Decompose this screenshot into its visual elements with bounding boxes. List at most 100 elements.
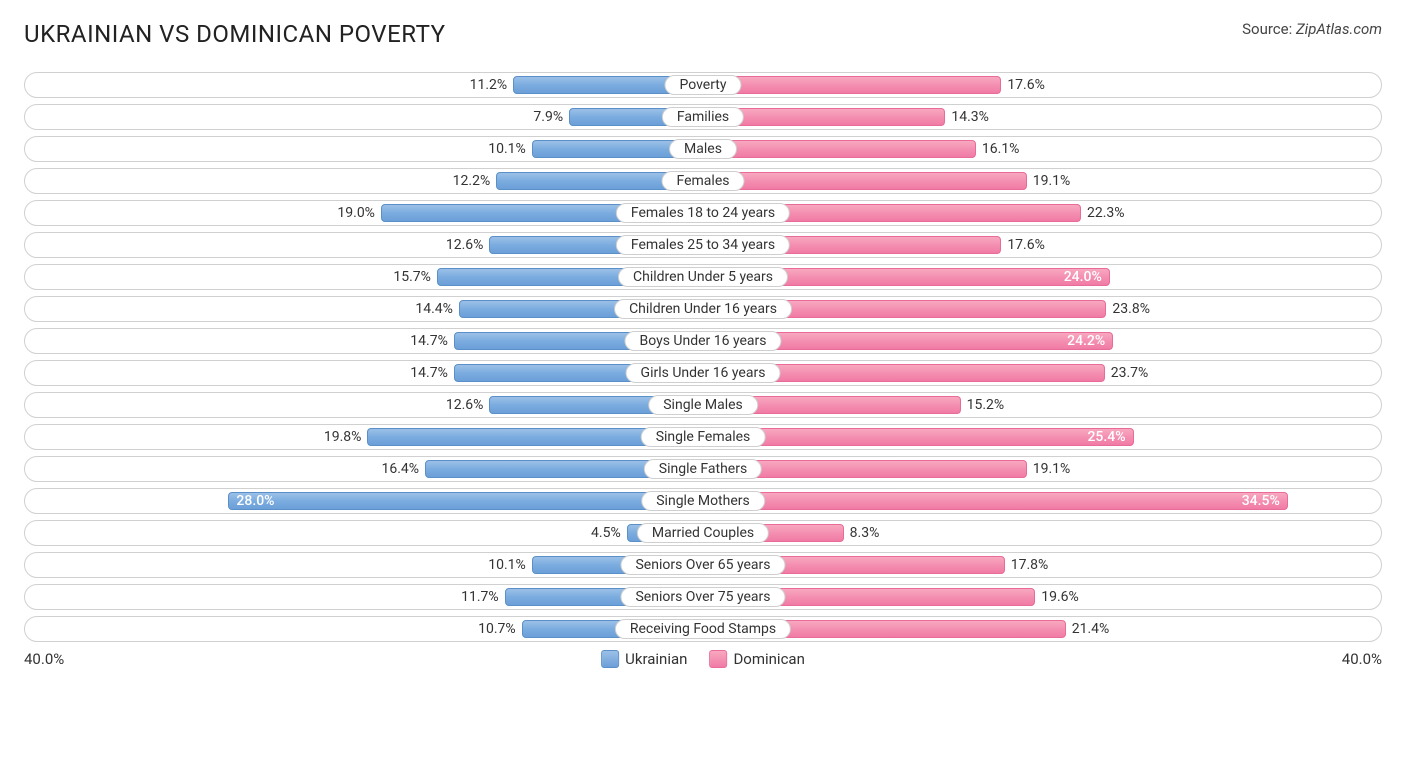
row-right-side: 14.3% (703, 105, 1381, 129)
chart-row: 15.7%24.0%Children Under 5 years (24, 264, 1382, 290)
row-left-side: 12.6% (25, 233, 703, 257)
legend-swatch-left (601, 650, 619, 668)
row-category-label: Males (669, 139, 737, 159)
bar-right (703, 172, 1027, 190)
row-right-side: 22.3% (703, 201, 1381, 225)
axis-max-right: 40.0% (1342, 650, 1382, 668)
legend: Ukrainian Dominican (601, 650, 805, 668)
row-right-side: 23.8% (703, 297, 1381, 321)
row-category-label: Families (662, 107, 744, 127)
row-left-side: 14.4% (25, 297, 703, 321)
chart-row: 12.6% 17.6% Females 25 to 34 years (24, 232, 1382, 258)
row-left-side: 19.8% (25, 425, 703, 449)
row-right-side: 17.8% (703, 553, 1381, 577)
source-name: ZipAtlas.com (1296, 20, 1382, 38)
row-right-side: 19.1% (703, 457, 1381, 481)
row-left-side: 28.0% (25, 489, 703, 513)
value-left: 12.6% (446, 233, 490, 257)
value-right: 34.5% (703, 489, 1288, 513)
row-left-side: 11.2% (25, 73, 703, 97)
value-right: 8.3% (844, 521, 880, 545)
row-left-side: 7.9% (25, 105, 703, 129)
row-left-side: 4.5% (25, 521, 703, 545)
bar-right (703, 140, 976, 158)
value-left: 10.7% (478, 617, 522, 641)
legend-item-left: Ukrainian (601, 650, 687, 668)
row-right-side: 25.4% (703, 425, 1381, 449)
chart-row: 10.1% 16.1% Males (24, 136, 1382, 162)
value-right: 22.3% (1081, 201, 1125, 225)
row-left-side: 15.7% (25, 265, 703, 289)
value-right: 17.6% (1001, 233, 1045, 257)
value-left: 4.5% (591, 521, 627, 545)
value-right: 23.8% (1106, 297, 1150, 321)
row-category-label: Children Under 16 years (614, 299, 792, 319)
value-right: 19.1% (1027, 457, 1071, 481)
row-right-side: 21.4% (703, 617, 1381, 641)
value-left: 14.4% (415, 297, 459, 321)
row-left-side: 12.6% (25, 393, 703, 417)
row-category-label: Single Fathers (644, 459, 762, 479)
chart-row: 12.6% 15.2% Single Males (24, 392, 1382, 418)
row-category-label: Receiving Food Stamps (615, 619, 791, 639)
value-left: 11.2% (470, 73, 514, 97)
value-right: 14.3% (945, 105, 989, 129)
value-left: 12.6% (446, 393, 490, 417)
row-category-label: Single Females (641, 427, 766, 447)
row-left-side: 10.1% (25, 137, 703, 161)
row-left-side: 10.1% (25, 553, 703, 577)
row-left-side: 19.0% (25, 201, 703, 225)
row-category-label: Seniors Over 75 years (620, 587, 785, 607)
row-category-label: Boys Under 16 years (624, 331, 781, 351)
legend-label-right: Dominican (733, 650, 804, 668)
value-right: 16.1% (976, 137, 1020, 161)
value-right: 23.7% (1105, 361, 1149, 385)
chart-row: 11.2%17.6%Poverty (24, 72, 1382, 98)
value-right: 19.1% (1027, 169, 1071, 193)
value-left: 12.2% (453, 169, 497, 193)
row-category-label: Single Mothers (641, 491, 765, 511)
value-left: 14.7% (410, 361, 454, 385)
row-right-side: 19.1% (703, 169, 1381, 193)
axis-max-left: 40.0% (24, 650, 64, 668)
row-right-side: 17.6% (703, 73, 1381, 97)
chart-row: 4.5%8.3%Married Couples (24, 520, 1382, 546)
value-left: 16.4% (381, 457, 425, 481)
value-right: 17.6% (1001, 73, 1045, 97)
row-category-label: Girls Under 16 years (626, 363, 781, 383)
row-right-side: 24.0% (703, 265, 1381, 289)
row-category-label: Children Under 5 years (618, 267, 788, 287)
value-left: 28.0% (228, 489, 703, 513)
row-right-side: 34.5% (703, 489, 1381, 513)
chart-row: 16.4% 19.1% Single Fathers (24, 456, 1382, 482)
value-right: 15.2% (961, 393, 1005, 417)
row-right-side: 15.2% (703, 393, 1381, 417)
row-right-side: 24.2% (703, 329, 1381, 353)
row-category-label: Single Males (648, 395, 758, 415)
row-category-label: Females 25 to 34 years (616, 235, 790, 255)
chart-row: 7.9% 14.3% Families (24, 104, 1382, 130)
chart-row: 11.7%19.6%Seniors Over 75 years (24, 584, 1382, 610)
legend-swatch-right (709, 650, 727, 668)
row-left-side: 16.4% (25, 457, 703, 481)
legend-label-left: Ukrainian (625, 650, 687, 668)
chart-row: 28.0%34.5%Single Mothers (24, 488, 1382, 514)
row-right-side: 17.6% (703, 233, 1381, 257)
diverging-bar-chart: 11.2%17.6%Poverty7.9%14.3%Families10.1%1… (24, 72, 1382, 642)
value-left: 14.7% (410, 329, 454, 353)
chart-title: UKRAINIAN VS DOMINICAN POVERTY (24, 20, 446, 48)
value-right: 19.6% (1035, 585, 1079, 609)
legend-item-right: Dominican (709, 650, 804, 668)
source-prefix: Source: (1242, 20, 1296, 38)
chart-row: 19.0% 22.3% Females 18 to 24 years (24, 200, 1382, 226)
row-category-label: Seniors Over 65 years (620, 555, 785, 575)
row-left-side: 14.7% (25, 329, 703, 353)
value-left: 19.8% (324, 425, 368, 449)
chart-header: UKRAINIAN VS DOMINICAN POVERTY Source: Z… (24, 20, 1382, 48)
chart-row: 14.4% 23.8% Children Under 16 years (24, 296, 1382, 322)
row-category-label: Females 18 to 24 years (616, 203, 790, 223)
value-left: 19.0% (337, 201, 381, 225)
row-right-side: 8.3% (703, 521, 1381, 545)
chart-row: 10.7% 21.4%Receiving Food Stamps (24, 616, 1382, 642)
value-left: 7.9% (533, 105, 569, 129)
